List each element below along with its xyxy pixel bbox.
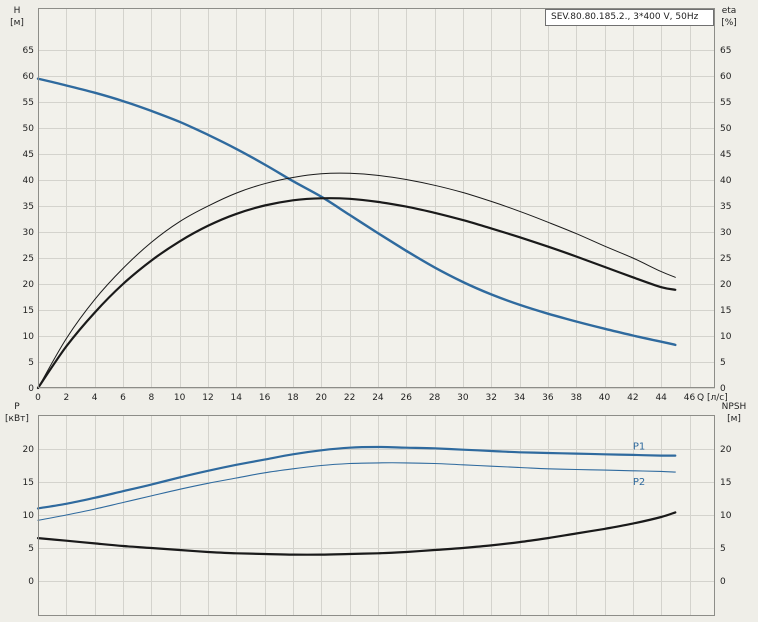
svg-text:44: 44	[655, 393, 667, 403]
svg-text:10: 10	[23, 511, 35, 521]
svg-text:20: 20	[316, 393, 328, 403]
svg-text:22: 22	[344, 393, 355, 403]
svg-text:10: 10	[174, 393, 186, 403]
svg-text:38: 38	[570, 393, 582, 403]
svg-text:18: 18	[287, 393, 299, 403]
svg-text:50: 50	[23, 124, 35, 134]
svg-text:35: 35	[23, 202, 34, 212]
svg-text:25: 25	[720, 254, 731, 264]
svg-text:5: 5	[720, 544, 726, 554]
curve-p2	[37, 462, 676, 521]
svg-text:30: 30	[720, 228, 732, 238]
curve-npsh	[36, 511, 677, 556]
svg-text:0: 0	[35, 393, 41, 403]
svg-text:20: 20	[720, 445, 732, 455]
svg-text:15: 15	[23, 478, 34, 488]
pump-type-title-box: SEV.80.80.185.2., 3*400 V, 50Hz	[545, 9, 714, 26]
svg-text:15: 15	[720, 478, 731, 488]
svg-text:10: 10	[720, 511, 732, 521]
svg-text:28: 28	[429, 393, 441, 403]
svg-text:14: 14	[231, 393, 243, 403]
svg-text:Q [л/с]: Q [л/с]	[697, 393, 728, 403]
svg-text:32: 32	[485, 393, 496, 403]
eta-axis-unit: [%]	[721, 18, 737, 28]
svg-text:55: 55	[23, 98, 34, 108]
svg-text:30: 30	[457, 393, 469, 403]
svg-text:36: 36	[542, 393, 554, 403]
svg-text:30: 30	[23, 228, 35, 238]
svg-text:4: 4	[92, 393, 98, 403]
svg-text:10: 10	[23, 332, 35, 342]
svg-text:65: 65	[720, 46, 731, 56]
svg-text:40: 40	[720, 176, 732, 186]
svg-text:46: 46	[684, 393, 696, 403]
npsh-axis-label: NPSH	[721, 402, 747, 412]
curve-h-curve	[36, 77, 677, 347]
curve-eta-thin	[37, 172, 676, 389]
svg-text:12: 12	[202, 393, 213, 403]
svg-text:45: 45	[720, 150, 731, 160]
svg-text:50: 50	[720, 124, 732, 134]
curve-eta-thick	[36, 197, 677, 390]
svg-text:15: 15	[23, 306, 34, 316]
curve-p1	[36, 445, 677, 510]
svg-text:0: 0	[720, 384, 726, 394]
svg-text:8: 8	[148, 393, 154, 403]
svg-text:45: 45	[23, 150, 34, 160]
eta-axis-label: eta	[721, 6, 737, 16]
svg-text:40: 40	[23, 176, 35, 186]
svg-text:6: 6	[120, 393, 126, 403]
svg-text:42: 42	[627, 393, 638, 403]
h-axis-unit: [м]	[10, 18, 24, 28]
svg-text:5: 5	[720, 358, 726, 368]
svg-text:55: 55	[720, 98, 731, 108]
svg-text:0: 0	[720, 577, 726, 587]
svg-text:24: 24	[372, 393, 384, 403]
svg-text:5: 5	[28, 358, 34, 368]
svg-text:0: 0	[28, 577, 34, 587]
svg-text:20: 20	[720, 280, 732, 290]
npsh-axis-unit: [м]	[727, 414, 741, 424]
svg-text:60: 60	[720, 72, 732, 82]
svg-text:2: 2	[63, 393, 69, 403]
svg-text:15: 15	[720, 306, 731, 316]
svg-text:16: 16	[259, 393, 271, 403]
svg-text:0: 0	[28, 384, 34, 394]
p-axis-label: P	[14, 402, 20, 412]
svg-text:34: 34	[514, 393, 526, 403]
svg-text:35: 35	[720, 202, 731, 212]
svg-text:10: 10	[720, 332, 732, 342]
svg-text:40: 40	[599, 393, 611, 403]
p-axis-unit: [кВт]	[5, 414, 29, 424]
svg-text:20: 20	[23, 280, 35, 290]
svg-text:5: 5	[28, 544, 34, 554]
svg-text:20: 20	[23, 445, 35, 455]
annotation-p2: P2	[633, 477, 645, 488]
h-axis-label: H	[13, 6, 21, 16]
svg-text:25: 25	[23, 254, 34, 264]
svg-text:26: 26	[401, 393, 413, 403]
svg-text:65: 65	[23, 46, 34, 56]
svg-text:60: 60	[23, 72, 35, 82]
annotation-p1: P1	[633, 441, 645, 452]
